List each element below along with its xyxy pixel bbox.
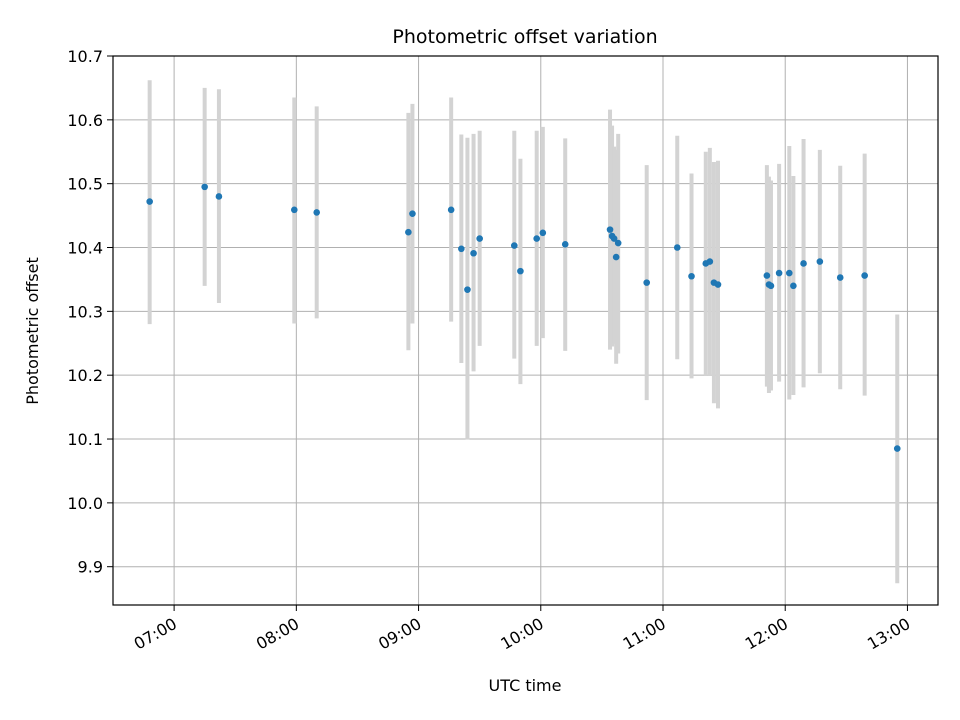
y-tick-label: 10.6 bbox=[67, 111, 103, 130]
data-point bbox=[785, 269, 793, 277]
data-point bbox=[517, 267, 524, 275]
data-point bbox=[775, 269, 783, 277]
data-point bbox=[790, 282, 797, 290]
data-point bbox=[313, 209, 321, 216]
y-axis-title: Photometric offset bbox=[23, 257, 42, 405]
data-point bbox=[706, 258, 714, 265]
data-point bbox=[215, 193, 223, 200]
y-tick-label: 10.3 bbox=[67, 302, 103, 321]
data-point bbox=[476, 235, 483, 242]
data-point bbox=[800, 260, 807, 267]
data-point bbox=[673, 244, 681, 251]
data-point bbox=[533, 235, 541, 242]
plot-frame bbox=[112, 55, 939, 606]
data-point bbox=[836, 274, 844, 281]
y-tick-label: 10.5 bbox=[67, 175, 103, 194]
data-point bbox=[464, 286, 471, 293]
data-point bbox=[405, 228, 412, 236]
chart-title: Photometric offset variation bbox=[392, 26, 657, 48]
y-tick-label: 9.9 bbox=[78, 558, 103, 577]
data-point bbox=[714, 281, 722, 288]
data-point bbox=[612, 253, 620, 261]
data-point bbox=[610, 235, 618, 242]
data-point bbox=[539, 229, 547, 237]
data-point bbox=[643, 279, 651, 286]
data-points bbox=[146, 183, 901, 452]
data-point bbox=[561, 241, 569, 248]
y-tick-label: 10.4 bbox=[67, 239, 103, 258]
plot-area bbox=[113, 56, 938, 605]
x-gridlines bbox=[173, 56, 908, 605]
data-point bbox=[861, 272, 868, 279]
y-axis-ticks: 9.9 10.0 10.1 10.2 10.3 10.4 10.5 10.6 10.7 bbox=[67, 47, 113, 577]
data-point bbox=[409, 210, 416, 217]
data-point bbox=[458, 245, 465, 253]
data-point bbox=[470, 249, 477, 257]
data-point bbox=[510, 242, 518, 249]
data-point bbox=[447, 206, 455, 214]
y-tick-label: 10.0 bbox=[67, 494, 103, 513]
y-tick-label: 10.1 bbox=[67, 430, 103, 449]
y-tick-label: 10.7 bbox=[67, 47, 103, 66]
data-point bbox=[893, 445, 901, 452]
data-point bbox=[688, 272, 695, 280]
data-point bbox=[614, 239, 622, 247]
y-tick-label: 10.2 bbox=[67, 366, 103, 385]
x-axis-title: UTC time bbox=[489, 676, 562, 695]
data-point bbox=[816, 258, 824, 265]
data-point bbox=[290, 206, 298, 214]
data-point bbox=[606, 226, 614, 233]
data-point bbox=[767, 282, 775, 290]
data-point bbox=[763, 272, 771, 279]
data-point bbox=[146, 198, 153, 205]
data-point bbox=[201, 183, 208, 191]
